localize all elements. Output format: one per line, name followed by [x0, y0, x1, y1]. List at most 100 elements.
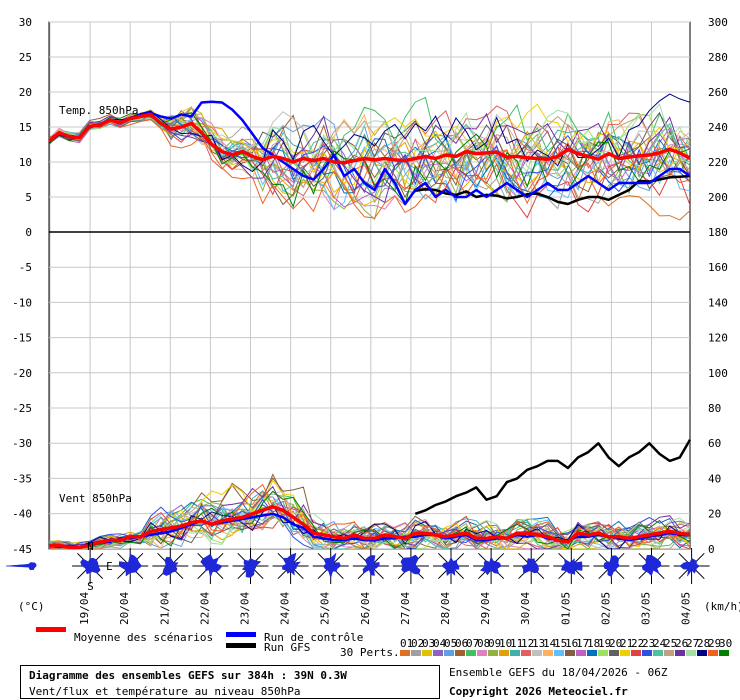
y-left-tick-wind: -45	[12, 543, 32, 556]
pert-swatch	[510, 650, 520, 656]
rose-petal	[241, 557, 262, 578]
y-right-tick-temp: 200	[708, 191, 728, 204]
pert-number: 24	[653, 637, 667, 650]
pert-number: 29	[708, 637, 721, 650]
pert-number: 19	[598, 637, 611, 650]
y-left-tick-temp: 5	[25, 191, 32, 204]
pert-number: 18	[587, 637, 600, 650]
pert-number: 22	[631, 637, 644, 650]
pert-swatch	[466, 650, 476, 656]
rose-petal	[641, 554, 662, 577]
pert-number: 27	[686, 637, 699, 650]
y-left-tick-wind: -10	[12, 296, 32, 309]
pert-swatch	[422, 650, 432, 656]
copyright: Copyright 2026 Meteociel.fr	[449, 685, 628, 698]
pert-number: 11	[510, 637, 523, 650]
x-date-label: 04/05	[680, 592, 693, 625]
y-right-tick-wind: 80	[708, 402, 721, 415]
legend: Moyenne des scénarios Run de contrôle Ru…	[36, 627, 732, 659]
x-date-label: 20/04	[118, 592, 131, 625]
y-right-tick-wind: 100	[708, 367, 728, 380]
x-date-label: 24/04	[279, 592, 292, 625]
pert-swatch	[719, 650, 729, 656]
right-unit-label: (km/h)	[704, 600, 740, 613]
plot-frame	[48, 21, 691, 550]
compass-north: N	[87, 540, 94, 553]
pert-swatch	[433, 650, 443, 656]
pert-number: 14	[543, 637, 557, 650]
pert-swatch	[455, 650, 465, 656]
wind-rose	[593, 548, 630, 584]
y-right-tick-wind: 20	[708, 508, 721, 521]
pert-number: 15	[554, 637, 567, 650]
pert-swatch	[708, 650, 718, 656]
pert-swatch	[598, 650, 608, 656]
pert-swatch	[631, 650, 641, 656]
pert-swatch	[400, 650, 410, 656]
pert-number: 04	[433, 637, 447, 650]
rose-petal	[118, 553, 143, 577]
y-left-tick-wind: -25	[12, 402, 32, 415]
pert-swatch	[543, 650, 553, 656]
pert-swatch	[653, 650, 663, 656]
y-left-tick-temp: 25	[19, 51, 32, 64]
x-date-label: 03/05	[640, 592, 653, 625]
pert-swatch	[499, 650, 509, 656]
wind-rose	[352, 548, 389, 584]
temp-perturbation-line	[49, 117, 690, 195]
y-right-tick-temp: 280	[708, 51, 728, 64]
y-left-tick-wind: -30	[12, 437, 32, 450]
pert-number: 09	[488, 637, 501, 650]
temp-control-line	[48, 100, 691, 206]
wind-perturbation-line	[49, 504, 690, 549]
y-left-tick-wind: -20	[12, 367, 32, 380]
legend-perts-label: 30 Perts.	[340, 646, 400, 659]
x-date-label: 27/04	[399, 592, 412, 625]
y-right-tick-wind: 40	[708, 472, 721, 485]
y-left-tick-wind: -40	[12, 508, 32, 521]
rose-petal	[679, 557, 701, 577]
pert-swatch	[477, 650, 487, 656]
temp-perturbation-line	[49, 103, 690, 176]
wind-rose	[112, 548, 149, 584]
rose-petal	[362, 555, 380, 576]
rose-petal	[479, 555, 502, 576]
x-date-label: 30/04	[519, 592, 532, 625]
wind-rose	[433, 548, 469, 584]
y-right-tick-temp: 240	[708, 121, 728, 134]
rose-petal	[162, 556, 179, 576]
chart-grid	[48, 21, 691, 550]
y-right-tick-temp: 300	[708, 16, 728, 29]
wind-rose	[473, 548, 510, 584]
y-right-tick-wind: 0	[708, 543, 715, 556]
pert-number: 10	[499, 637, 512, 650]
pert-number: 13	[532, 637, 545, 650]
pert-swatch	[620, 650, 630, 656]
temperature-panel-title: Temp. 850hPa	[59, 104, 138, 117]
rose-petal	[441, 556, 460, 577]
wind-gfs-line	[414, 439, 692, 515]
legend-swatch-mean	[36, 627, 66, 632]
pert-number: 28	[697, 637, 710, 650]
x-date-label: 28/04	[439, 592, 452, 625]
pert-swatch	[642, 650, 652, 656]
wind-rose	[673, 548, 710, 584]
pert-swatch	[488, 650, 498, 656]
pert-number: 02	[411, 637, 424, 650]
pert-number: 25	[664, 637, 677, 650]
pert-swatch	[686, 650, 696, 656]
pert-swatch	[576, 650, 586, 656]
wind-rose	[232, 548, 269, 584]
wind-rose	[152, 548, 189, 584]
pert-number: 01	[400, 637, 413, 650]
x-axis-date-labels: 19/04 20/04 21/04 22/04 23/04 24/04 25/04 26/04…	[78, 592, 693, 625]
y-left-tick-wind: -35	[12, 472, 32, 485]
pert-number: 12	[521, 637, 534, 650]
ensemble-run-label: Ensemble GEFS du 18/04/2026 - 06Z	[449, 666, 668, 679]
x-date-label: 23/04	[239, 592, 252, 625]
pert-number: 21	[620, 637, 633, 650]
pert-swatch	[697, 650, 707, 656]
pert-number: 26	[675, 637, 688, 650]
temp-mean-line	[47, 112, 691, 165]
wind-rose	[633, 548, 670, 584]
